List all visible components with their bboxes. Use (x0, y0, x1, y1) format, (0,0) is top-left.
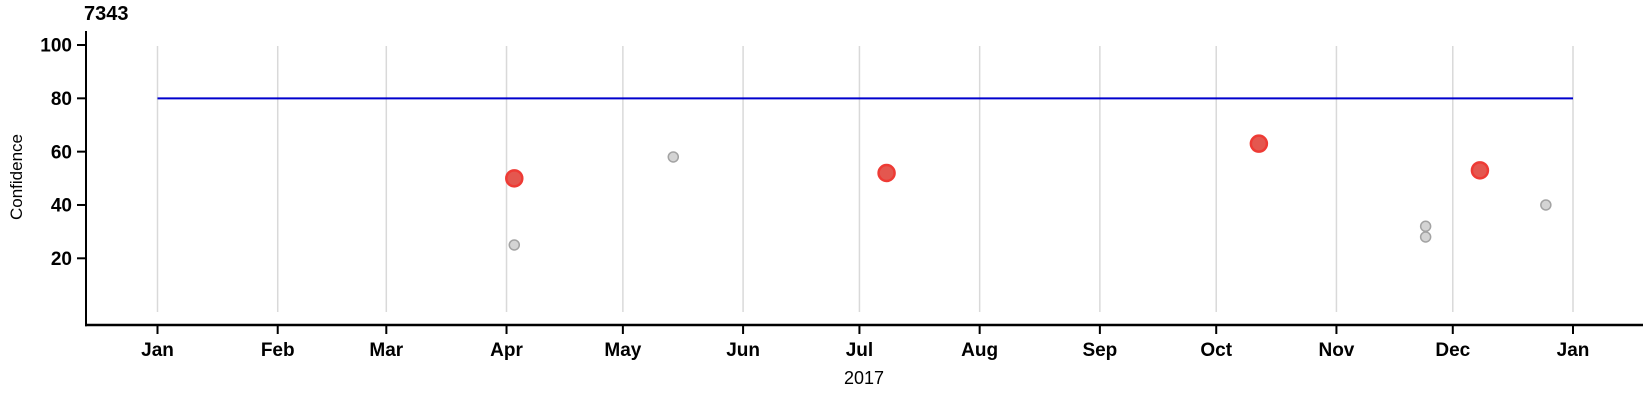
x-tick-label: Nov (1318, 340, 1354, 361)
y-tick-label: 80 (51, 89, 72, 110)
x-tick-label: Dec (1435, 340, 1470, 361)
data-point-background-points (1419, 231, 1432, 243)
x-tick-label: May (604, 340, 641, 361)
data-point-highlighted-points (1249, 134, 1269, 153)
x-tick-label: Jan (141, 340, 174, 361)
data-point-background-points (508, 239, 521, 251)
y-tick-label: 40 (51, 196, 72, 217)
data-point-background-points (1540, 199, 1552, 211)
x-tick-label: Jan (1557, 340, 1590, 361)
x-tick-label: Mar (369, 340, 403, 361)
y-tick-label: 100 (40, 36, 72, 57)
x-tick-label: Jul (846, 340, 873, 361)
chart-title: 7343 (84, 3, 129, 25)
x-tick-label: Oct (1200, 340, 1232, 361)
data-point-highlighted-points (1470, 161, 1490, 180)
data-point-highlighted-points (877, 163, 896, 183)
data-point-highlighted-points (505, 169, 524, 188)
x-tick-label: Aug (961, 340, 998, 361)
data-point-background-points (667, 151, 680, 163)
y-tick-label: 20 (51, 249, 72, 270)
y-tick-label: 60 (51, 142, 72, 163)
x-tick-label: Apr (490, 340, 523, 361)
x-axis-title: 2017 (843, 368, 885, 388)
x-tick-label: Jun (726, 340, 760, 361)
data-point-background-points (1419, 220, 1432, 233)
x-tick-label: Feb (261, 340, 295, 361)
x-tick-label: Sep (1082, 340, 1117, 361)
